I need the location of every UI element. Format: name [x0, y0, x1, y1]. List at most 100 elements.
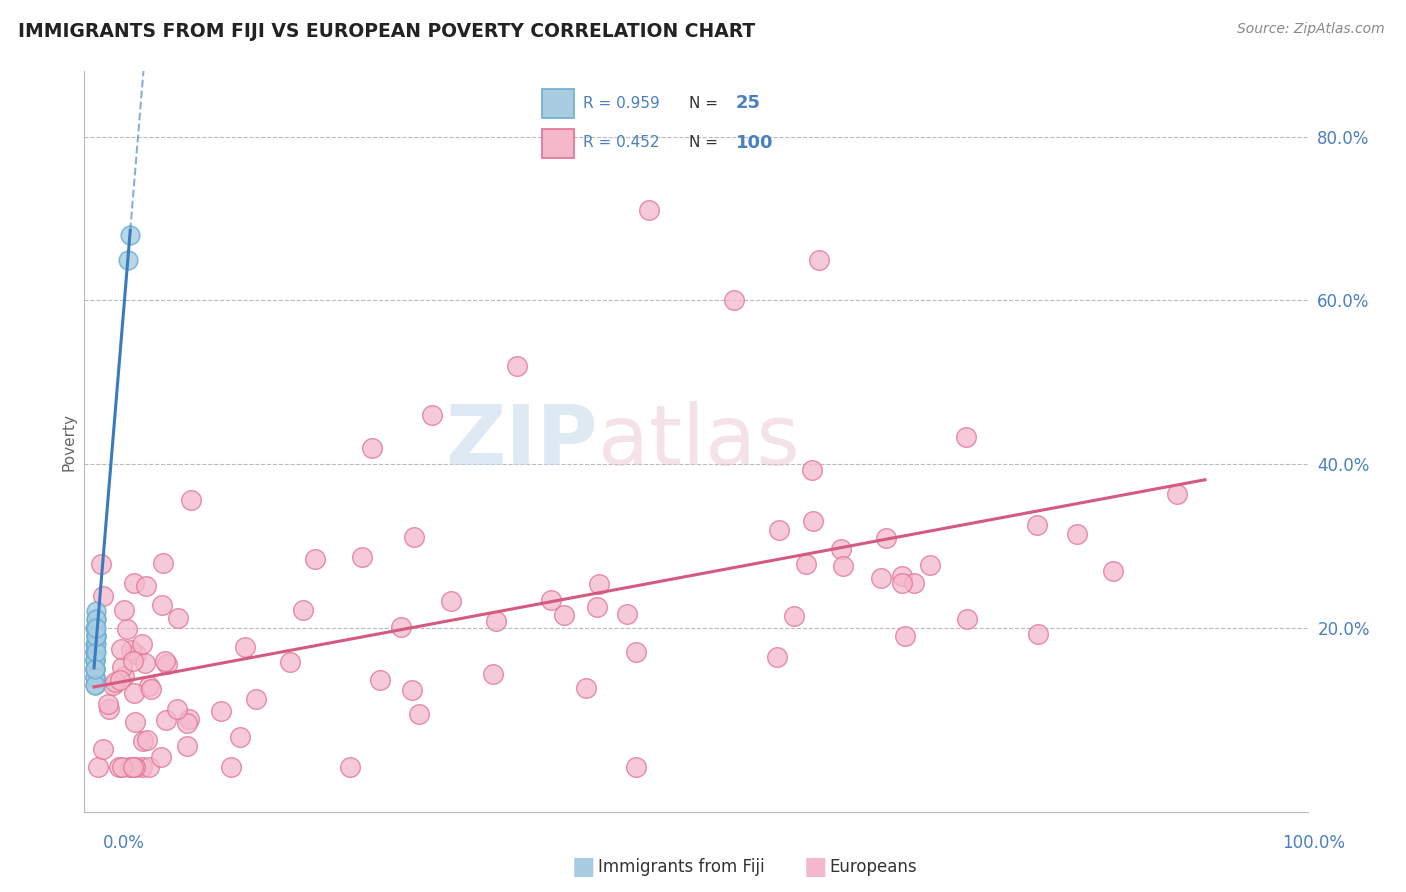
- Point: [292, 603, 315, 617]
- Point: [110, 673, 132, 687]
- Point: [209, 705, 232, 719]
- Point: [112, 603, 135, 617]
- Point: [1026, 518, 1049, 533]
- Point: [84, 629, 107, 643]
- Point: [890, 575, 912, 590]
- Point: [84, 653, 107, 667]
- Point: [134, 656, 156, 670]
- Point: [86, 612, 108, 626]
- Point: [83, 653, 105, 667]
- Point: [920, 558, 942, 573]
- Text: ■: ■: [804, 855, 827, 879]
- Point: [616, 607, 638, 621]
- Point: [124, 714, 146, 729]
- FancyBboxPatch shape: [541, 128, 574, 158]
- Point: [97, 698, 120, 712]
- Point: [830, 542, 852, 557]
- Point: [152, 598, 174, 612]
- Text: N =: N =: [689, 95, 718, 111]
- Point: [176, 716, 198, 731]
- Point: [586, 600, 609, 615]
- Point: [124, 576, 146, 591]
- Point: [97, 701, 120, 715]
- Text: ■: ■: [572, 855, 595, 879]
- Point: [84, 653, 107, 667]
- Text: Immigrants from Fiji: Immigrants from Fiji: [598, 858, 765, 876]
- Point: [124, 760, 146, 774]
- Point: [84, 637, 107, 651]
- Point: [120, 227, 142, 242]
- Point: [84, 670, 107, 684]
- Point: [180, 492, 202, 507]
- Point: [155, 713, 177, 727]
- Text: N =: N =: [689, 136, 718, 151]
- Point: [84, 604, 107, 618]
- Text: IMMIGRANTS FROM FIJI VS EUROPEAN POVERTY CORRELATION CHART: IMMIGRANTS FROM FIJI VS EUROPEAN POVERTY…: [18, 22, 755, 41]
- Point: [782, 608, 804, 623]
- Point: [131, 637, 153, 651]
- Point: [875, 531, 897, 545]
- Point: [575, 681, 598, 695]
- Point: [903, 575, 925, 590]
- Point: [84, 645, 107, 659]
- Point: [153, 654, 176, 668]
- Point: [1026, 627, 1049, 641]
- Point: [84, 629, 107, 643]
- Point: [136, 732, 159, 747]
- Point: [111, 760, 134, 774]
- Text: Europeans: Europeans: [830, 858, 917, 876]
- Point: [125, 647, 148, 661]
- Point: [156, 657, 179, 672]
- Point: [138, 760, 160, 774]
- Point: [86, 612, 108, 626]
- Point: [84, 621, 107, 635]
- Point: [176, 739, 198, 753]
- Point: [84, 662, 107, 676]
- Point: [91, 742, 114, 756]
- Point: [368, 673, 391, 687]
- Point: [339, 760, 361, 774]
- Point: [108, 760, 131, 774]
- Point: [84, 629, 107, 643]
- Text: 100.0%: 100.0%: [1282, 834, 1346, 852]
- Point: [84, 621, 107, 635]
- Point: [894, 629, 917, 643]
- Point: [794, 557, 817, 571]
- Point: [766, 650, 789, 665]
- Text: 100: 100: [737, 134, 773, 152]
- Text: 0.0%: 0.0%: [103, 834, 145, 852]
- Point: [177, 713, 200, 727]
- Point: [485, 614, 508, 628]
- Point: [83, 662, 105, 676]
- Point: [114, 669, 136, 683]
- Point: [166, 702, 188, 716]
- Text: R = 0.959: R = 0.959: [583, 95, 661, 111]
- Point: [408, 706, 430, 721]
- Point: [131, 760, 153, 774]
- Point: [84, 645, 107, 659]
- Point: [138, 679, 160, 693]
- Point: [278, 656, 301, 670]
- Point: [120, 760, 142, 774]
- Point: [638, 203, 661, 218]
- Point: [505, 359, 527, 373]
- Point: [110, 642, 132, 657]
- Point: [229, 731, 252, 745]
- Point: [166, 610, 188, 624]
- Point: [83, 662, 105, 676]
- Point: [540, 593, 562, 607]
- Point: [402, 530, 425, 544]
- Point: [84, 645, 107, 659]
- Point: [420, 408, 443, 422]
- Point: [83, 678, 105, 692]
- Point: [139, 681, 162, 696]
- Point: [890, 569, 912, 583]
- Point: [101, 678, 124, 692]
- Point: [626, 760, 648, 774]
- Point: [104, 674, 127, 689]
- Point: [152, 557, 174, 571]
- Point: [120, 643, 142, 657]
- Point: [117, 252, 139, 267]
- Point: [90, 557, 112, 571]
- Text: R = 0.452: R = 0.452: [583, 136, 659, 151]
